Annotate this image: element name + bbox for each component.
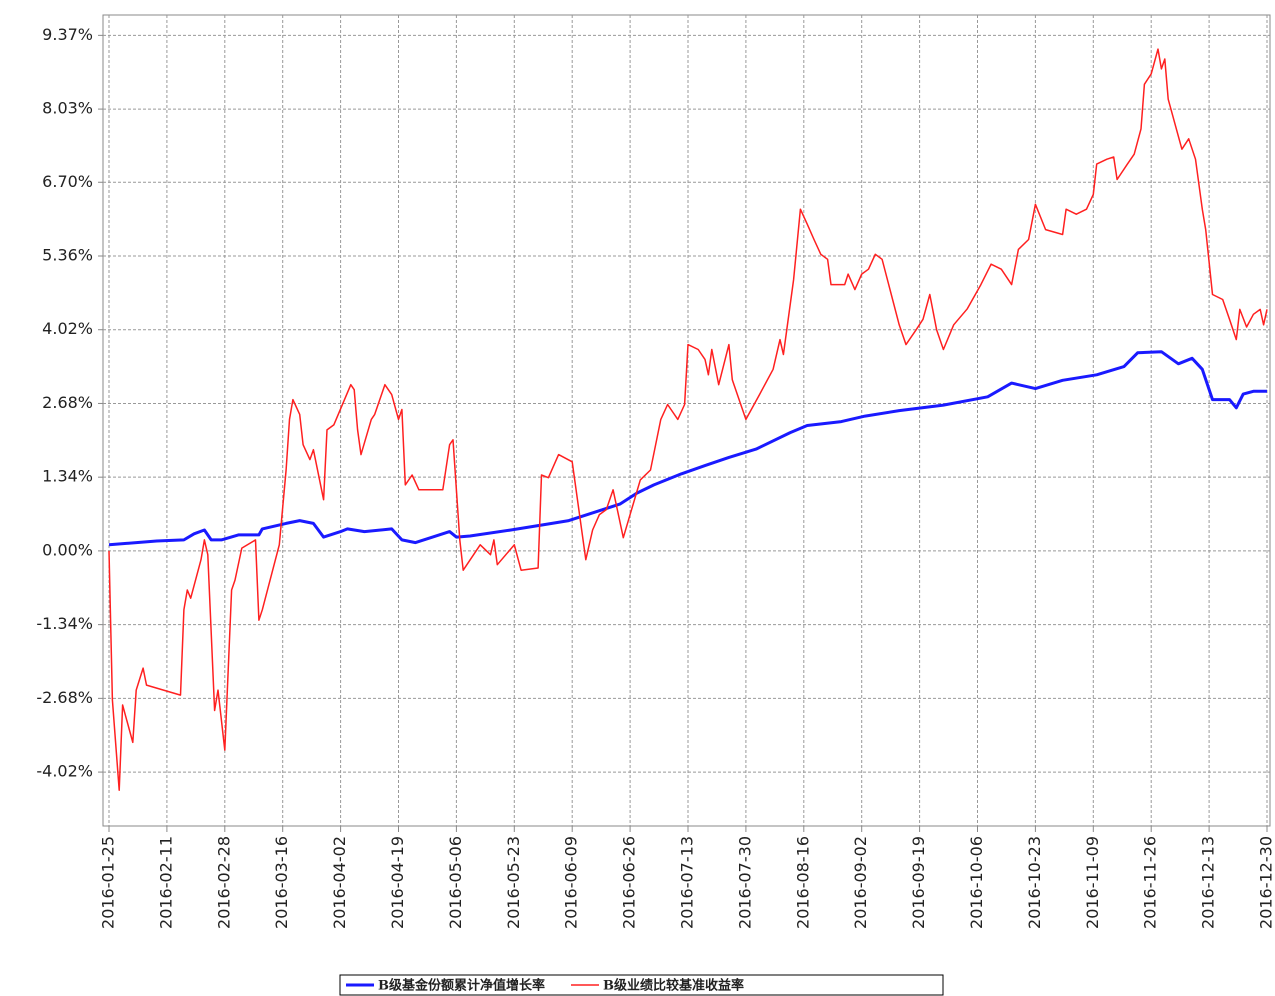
y-tick-label: 4.02% (42, 319, 93, 338)
y-tick-label: 8.03% (42, 99, 93, 118)
x-tick-label: 2016-02-28 (214, 836, 233, 929)
x-tick-label: 2016-04-19 (388, 836, 407, 929)
x-tick-label: 2016-11-09 (1083, 836, 1102, 929)
x-tick-label: 2016-01-25 (99, 836, 118, 929)
x-tick-label: 2016-02-11 (156, 836, 175, 929)
x-tick-label: 2016-06-09 (562, 836, 581, 929)
x-tick-label: 2016-09-02 (851, 836, 870, 929)
x-tick-label: 2016-03-16 (272, 836, 291, 929)
data-line (108, 48, 1268, 791)
y-tick-label: 0.00% (42, 540, 93, 559)
x-tick-label: 2016-06-26 (620, 836, 639, 929)
x-tick-label: 2016-08-16 (793, 836, 812, 929)
data-line (108, 350, 1267, 547)
legend-box (339, 974, 944, 996)
x-tick-label: 2016-05-06 (446, 836, 465, 929)
legend-label: B级基金份额累计净值增长率 (378, 978, 545, 994)
y-tick-label: -4.02% (36, 762, 93, 781)
x-tick-label: 2016-10-23 (1025, 836, 1044, 929)
y-tick-label: 1.34% (42, 467, 93, 486)
x-tick-label: 2016-10-06 (967, 836, 986, 929)
x-tick-label: 2016-12-30 (1257, 836, 1275, 929)
legend: B级基金份额累计净值增长率 B级业绩比较基准收益率 (339, 974, 944, 996)
legend-label: B级业绩比较基准收益率 (603, 978, 744, 994)
x-tick-label: 2016-12-13 (1199, 836, 1218, 929)
x-tick-label: 2016-07-13 (678, 836, 697, 929)
x-tick-label: 2016-05-23 (504, 836, 523, 929)
y-tick-label: 6.70% (42, 172, 93, 191)
x-tick-label: 2016-07-30 (735, 836, 754, 929)
y-tick-label: 5.36% (42, 245, 93, 264)
plot-frame (102, 14, 1271, 827)
y-tick-label: 2.68% (42, 393, 93, 412)
x-tick-label: 2016-04-02 (330, 836, 349, 929)
y-tick-label: 9.37% (42, 25, 93, 44)
y-tick-label: -1.34% (36, 614, 93, 633)
y-tick-label: -2.68% (36, 688, 93, 707)
x-tick-label: 2016-11-26 (1141, 836, 1160, 929)
x-tick-label: 2016-09-19 (909, 836, 928, 929)
